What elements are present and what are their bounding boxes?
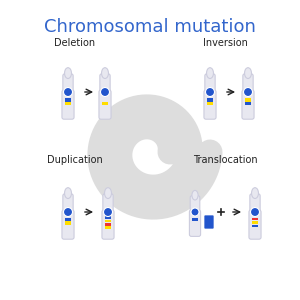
- Bar: [252, 218, 258, 220]
- FancyBboxPatch shape: [99, 90, 111, 119]
- Circle shape: [191, 208, 199, 216]
- Ellipse shape: [244, 68, 251, 79]
- Bar: [207, 102, 213, 105]
- Text: Inversion: Inversion: [202, 38, 247, 48]
- Circle shape: [206, 88, 214, 97]
- Bar: [65, 98, 71, 102]
- Ellipse shape: [104, 188, 112, 199]
- Ellipse shape: [251, 188, 259, 199]
- Bar: [105, 216, 111, 219]
- FancyBboxPatch shape: [63, 194, 73, 214]
- FancyBboxPatch shape: [249, 210, 261, 239]
- FancyBboxPatch shape: [62, 210, 74, 239]
- Circle shape: [64, 88, 73, 97]
- Bar: [252, 225, 258, 227]
- Circle shape: [244, 88, 253, 97]
- FancyBboxPatch shape: [205, 74, 215, 94]
- Ellipse shape: [101, 68, 109, 79]
- FancyBboxPatch shape: [204, 215, 214, 229]
- Circle shape: [250, 208, 260, 217]
- FancyBboxPatch shape: [250, 194, 260, 214]
- FancyBboxPatch shape: [103, 194, 113, 214]
- Ellipse shape: [64, 188, 71, 199]
- Bar: [252, 221, 258, 223]
- FancyBboxPatch shape: [62, 90, 74, 119]
- Bar: [65, 218, 71, 221]
- Text: Chromosomal mutation: Chromosomal mutation: [44, 18, 256, 36]
- Circle shape: [64, 208, 73, 217]
- FancyBboxPatch shape: [190, 196, 200, 214]
- Bar: [105, 226, 111, 229]
- Ellipse shape: [192, 190, 198, 200]
- Text: Duplication: Duplication: [47, 155, 103, 165]
- Ellipse shape: [206, 68, 214, 79]
- FancyBboxPatch shape: [102, 210, 114, 239]
- Circle shape: [103, 208, 112, 217]
- FancyBboxPatch shape: [204, 90, 216, 119]
- Circle shape: [100, 88, 109, 97]
- Bar: [65, 102, 71, 105]
- Text: Deletion: Deletion: [54, 38, 96, 48]
- Bar: [192, 218, 198, 220]
- Text: Translocation: Translocation: [193, 155, 257, 165]
- Bar: [65, 221, 71, 225]
- FancyBboxPatch shape: [242, 90, 254, 119]
- Bar: [245, 102, 251, 105]
- Bar: [105, 220, 111, 222]
- FancyBboxPatch shape: [243, 74, 253, 94]
- Bar: [102, 102, 108, 105]
- Bar: [207, 98, 213, 102]
- FancyBboxPatch shape: [189, 210, 201, 236]
- Bar: [105, 223, 111, 226]
- Ellipse shape: [64, 68, 71, 79]
- FancyBboxPatch shape: [100, 74, 110, 94]
- Bar: [245, 98, 251, 102]
- FancyBboxPatch shape: [63, 74, 73, 94]
